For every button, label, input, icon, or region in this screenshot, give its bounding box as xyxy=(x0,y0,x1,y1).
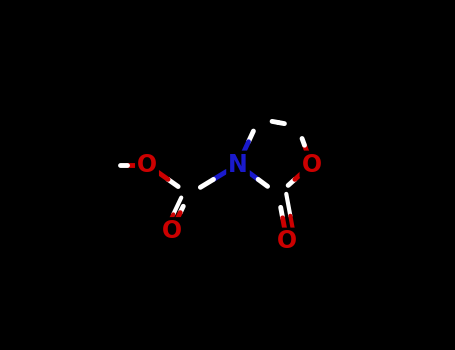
Text: O: O xyxy=(137,153,157,176)
Text: O: O xyxy=(162,219,182,243)
Text: O: O xyxy=(277,230,297,253)
Text: N: N xyxy=(228,153,248,176)
Text: O: O xyxy=(301,153,322,176)
